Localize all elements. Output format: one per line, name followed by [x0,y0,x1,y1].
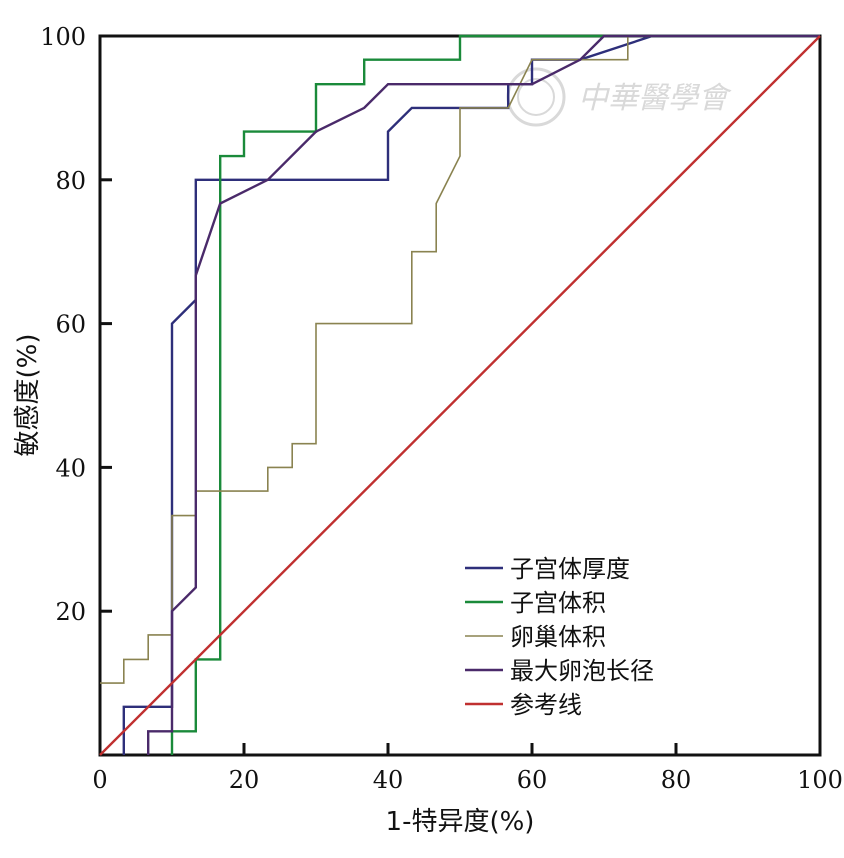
legend-label-4: 最大卵泡长径 [510,657,654,685]
x-tick-label: 80 [661,766,692,794]
y-tick-label: 80 [55,167,86,195]
series-line-4 [147,34,820,755]
x-tick-label: 60 [517,766,548,794]
legend-label-5: 参考线 [510,691,582,719]
x-tick-label: 100 [797,766,843,794]
y-tick-label: 20 [55,598,86,626]
axes: 0 20 40 60 80 100 20 40 60 80 100 [40,23,843,794]
y-tick-label: 100 [40,23,86,51]
watermark: 中華醫學會 [506,67,732,127]
series-line-5 [99,35,821,756]
y-axis-title: 敏感度(%) [13,334,43,457]
x-tick-label: 40 [373,766,404,794]
series-layer [99,34,821,756]
legend-label-2: 子宫体积 [510,589,606,617]
legend-label-3: 卵巢体积 [510,623,606,651]
x-axis-title: 1-特异度(%) [386,807,535,837]
series-line-3 [100,35,820,684]
series-line-2 [170,34,820,755]
watermark-seal-inner [517,78,555,116]
y-tick-label: 40 [55,454,86,482]
x-tick-label: 0 [92,766,107,794]
legend-label-1: 子宫体厚度 [510,555,630,583]
watermark-seal-icon [506,67,566,127]
x-tick-label: 20 [229,766,260,794]
series-line-1 [122,34,820,755]
y-tick-label: 60 [55,311,86,339]
watermark-text: 中華醫學會 [578,81,732,116]
